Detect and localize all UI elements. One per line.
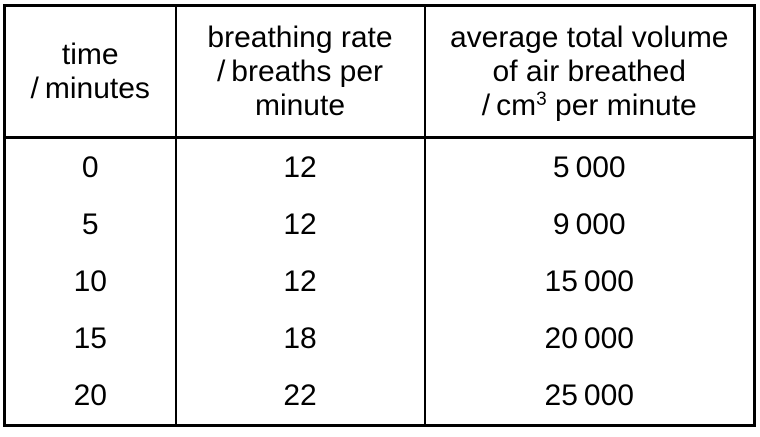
cell-rate: 12 [174, 253, 426, 310]
column-header-volume: average total volume of air breathed / c… [423, 5, 756, 139]
cell-time: 5 [3, 196, 177, 253]
superscript-3: 3 [536, 88, 547, 110]
unit-suffix: per minute [546, 88, 697, 122]
cell-time: 0 [3, 137, 177, 196]
table-row: 10 12 15 000 [3, 253, 756, 310]
header-line-volume-unit: / cm3 per minute [426, 89, 754, 123]
header-line-volume2: of air breathed [492, 54, 686, 88]
cell-rate: 12 [174, 196, 426, 253]
header-row: time / minutes breathing rate / breaths … [3, 5, 756, 139]
header-line-volume: average total volume [450, 20, 729, 54]
header-line-rate-unit2: minute [254, 88, 346, 122]
unit-prefix: / cm [481, 88, 537, 122]
cell-rate: 12 [174, 137, 426, 196]
cell-volume: 25 000 [423, 367, 756, 426]
header-line-time-unit: / minutes [30, 71, 150, 105]
header-line-time: time [61, 37, 119, 71]
cell-volume: 9 000 [423, 196, 756, 253]
cell-time: 20 [3, 367, 177, 426]
table-row: 20 22 25 000 [3, 367, 756, 426]
cell-time: 15 [3, 310, 177, 367]
table-row: 5 12 9 000 [3, 196, 756, 253]
breathing-data-table: time / minutes breathing rate / breaths … [3, 4, 756, 427]
column-header-time: time / minutes [3, 5, 177, 139]
cell-volume: 15 000 [423, 253, 756, 310]
column-header-breathing-rate: breathing rate / breaths per minute [174, 5, 426, 139]
cell-rate: 18 [174, 310, 426, 367]
cell-volume: 5 000 [423, 137, 756, 196]
cell-volume: 20 000 [423, 310, 756, 367]
cell-time: 10 [3, 253, 177, 310]
cell-rate: 22 [174, 367, 426, 426]
table-row: 15 18 20 000 [3, 310, 756, 367]
table-row: 0 12 5 000 [3, 137, 756, 196]
header-line-rate-unit: / breaths per [216, 54, 384, 88]
header-line-rate: breathing rate [207, 20, 393, 54]
